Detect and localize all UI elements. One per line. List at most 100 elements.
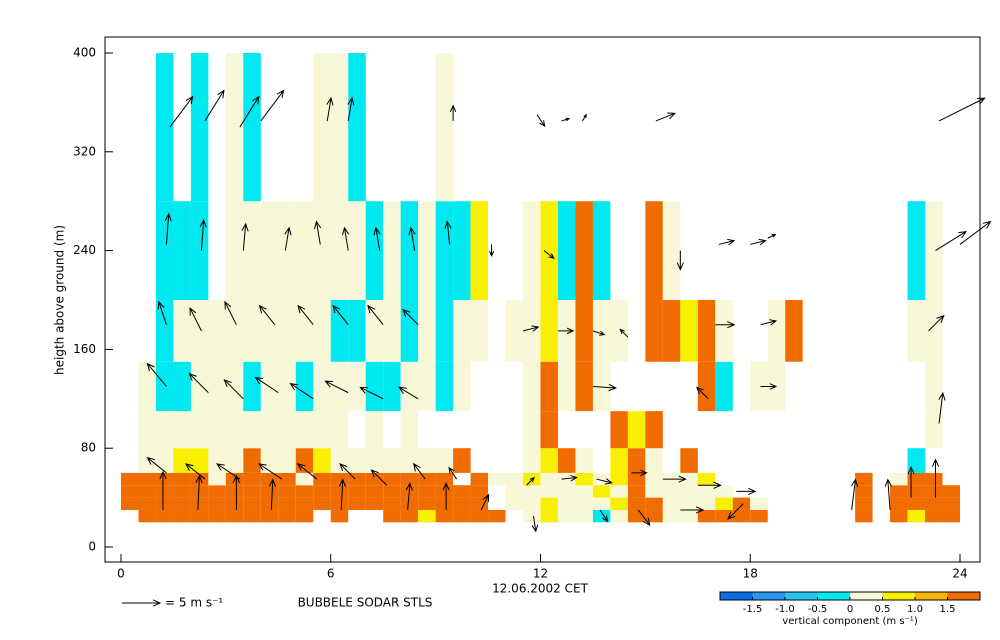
- x-tick-label: 12: [533, 567, 548, 581]
- cell: [208, 361, 226, 412]
- cell: [925, 509, 943, 523]
- wind-arrow: [184, 463, 206, 480]
- cell: [173, 201, 191, 300]
- cell: [453, 361, 471, 412]
- cell: [523, 497, 541, 510]
- cell: [592, 201, 611, 300]
- wind-arrow: [938, 97, 986, 122]
- cell: [925, 497, 943, 510]
- cell: [785, 300, 803, 362]
- wind-arrow: [767, 233, 777, 239]
- cell: [348, 53, 366, 202]
- cell: [243, 509, 261, 523]
- cell: [557, 497, 576, 510]
- cell: [330, 472, 349, 486]
- cell: [732, 497, 751, 510]
- cell: [627, 485, 646, 498]
- y-axis-label: heigth above ground (m): [53, 225, 67, 375]
- cell: [575, 497, 593, 510]
- cell: [383, 361, 401, 412]
- cell: [925, 485, 943, 498]
- cell: [592, 472, 611, 486]
- cell: [540, 201, 558, 300]
- cell: [907, 201, 926, 300]
- wind-arrow: [232, 474, 240, 510]
- cell: [365, 472, 384, 486]
- cell: [383, 472, 401, 486]
- wind-arrow: [959, 220, 992, 245]
- colorbar-tick-label: 0.5: [875, 604, 891, 615]
- cell: [540, 411, 558, 449]
- cell: [330, 300, 349, 362]
- cell: [557, 448, 576, 473]
- cell: [330, 448, 349, 473]
- cell: [190, 411, 209, 449]
- wind-arrow: [596, 478, 613, 485]
- wind-arrow: [444, 220, 452, 245]
- cell: [645, 201, 663, 300]
- y-tick-label: 240: [73, 243, 96, 257]
- wind-arrow: [254, 376, 279, 394]
- cell: [627, 472, 646, 486]
- wind-arrow: [367, 304, 384, 326]
- x-axis-label: 12.06.2002 CET: [492, 582, 588, 596]
- wind-arrow: [239, 95, 260, 128]
- cell: [575, 472, 593, 486]
- cell: [278, 485, 296, 498]
- cell: [855, 497, 873, 510]
- wind-arrow: [268, 478, 277, 510]
- cell: [732, 509, 751, 523]
- cell: [575, 485, 593, 498]
- colorbar-swatch: [720, 592, 753, 600]
- cell: [890, 509, 908, 523]
- cell: [610, 448, 628, 473]
- wind-arrow: [715, 321, 736, 329]
- cell: [767, 300, 786, 362]
- cell: [190, 509, 209, 523]
- cell: [313, 497, 331, 510]
- cell: [225, 411, 244, 449]
- cell: [418, 300, 436, 362]
- cell: [260, 300, 279, 362]
- cell: [330, 509, 349, 523]
- cell: [260, 485, 279, 498]
- colorbar-swatch: [785, 592, 818, 600]
- cell: [942, 497, 960, 510]
- cell: [645, 485, 663, 498]
- colorbar-swatch: [850, 592, 883, 600]
- cell: [610, 411, 628, 449]
- wind-arrow: [727, 503, 744, 520]
- wind-arrow: [408, 226, 416, 251]
- cell: [645, 509, 663, 523]
- wind-arrow: [373, 226, 381, 251]
- cell: [680, 509, 698, 523]
- cell: [243, 201, 261, 300]
- wind-arrow: [199, 218, 207, 251]
- wind-arrow: [332, 304, 349, 326]
- cell: [225, 201, 244, 300]
- cell: [680, 472, 698, 486]
- cell: [435, 53, 454, 202]
- cell: [260, 497, 279, 510]
- cell: [592, 300, 611, 362]
- cell: [488, 509, 506, 523]
- cell: [173, 509, 191, 523]
- cell: [138, 411, 156, 449]
- cell: [505, 300, 524, 362]
- wind-arrow: [413, 462, 426, 480]
- cell: [330, 53, 349, 202]
- wind-arrow: [884, 478, 892, 510]
- cell: [697, 497, 716, 510]
- wind-arrow: [543, 250, 555, 259]
- cell: [435, 472, 454, 486]
- cell: [365, 300, 384, 362]
- cell: [208, 497, 226, 510]
- cell: [173, 472, 191, 486]
- cell: [365, 411, 384, 449]
- cell: [855, 472, 873, 486]
- cell: [925, 201, 943, 300]
- cell: [330, 361, 349, 412]
- wind-arrow: [159, 470, 167, 510]
- cell: [155, 361, 174, 412]
- cell: [418, 361, 436, 412]
